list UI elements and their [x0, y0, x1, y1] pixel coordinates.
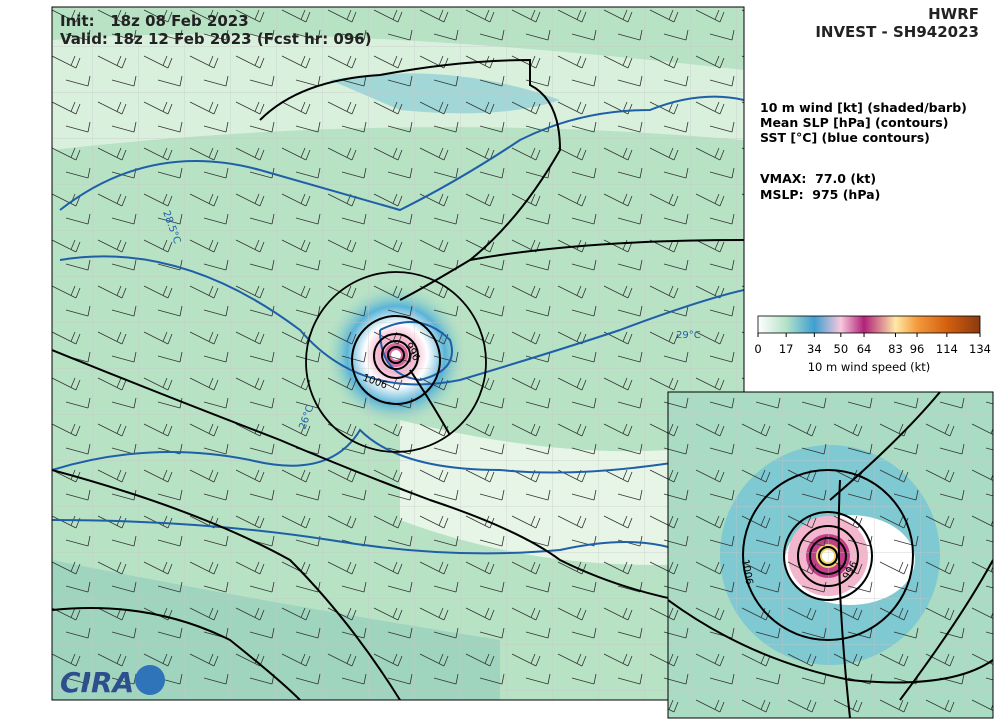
colorbar-label: 10 m wind speed (kt)	[808, 360, 931, 374]
logo-icon	[135, 665, 165, 695]
colorbar-tick-label: 134	[969, 342, 991, 356]
main-frame	[51, 6, 745, 701]
sst-label: 29°C	[676, 330, 701, 341]
inset-frame	[667, 391, 994, 719]
inset-map	[668, 392, 993, 718]
storm-name: INVEST - SH942023	[815, 23, 979, 41]
vmax: VMAX: 77.0 (kt)	[760, 171, 876, 186]
logo-text: CIRA	[60, 666, 134, 699]
slp-label: 1006	[739, 559, 754, 586]
legend-line: 10 m wind [kt] (shaded/barb)	[760, 100, 967, 115]
colorbar	[757, 315, 981, 334]
init-time: Init: 18z 08 Feb 2023	[60, 12, 249, 30]
colorbar-ticks: 0 17 34 50 64 83 96 114 134	[754, 333, 991, 356]
colorbar-tick-label: 83	[888, 342, 903, 356]
colorbar-tick-label: 50	[834, 342, 849, 356]
legend-line: SST [°C] (blue contours)	[760, 130, 930, 145]
colorbar-tick-label: 64	[857, 342, 872, 356]
colorbar-tick-label: 34	[807, 342, 822, 356]
logo: CIRA	[60, 665, 165, 699]
valid-time: Valid: 18z 12 Feb 2023 (Fcst hr: 096)	[60, 30, 372, 48]
colorbar-tick-label: 0	[754, 342, 761, 356]
model-name: HWRF	[928, 5, 979, 23]
main-map	[52, 7, 744, 700]
legend-line: Mean SLP [hPa] (contours)	[760, 115, 948, 130]
mslp: MSLP: 975 (hPa)	[760, 187, 880, 202]
colorbar-tick-label: 17	[779, 342, 794, 356]
colorbar-tick-label: 96	[910, 342, 925, 356]
colorbar-tick-label: 114	[936, 342, 958, 356]
